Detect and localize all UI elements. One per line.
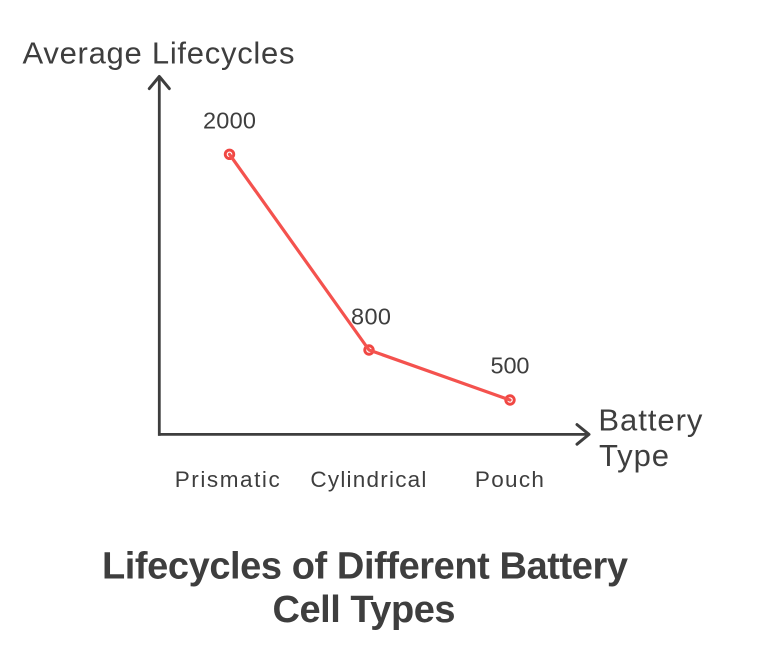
svg-text:Average Lifecycles: Average Lifecycles <box>23 36 295 71</box>
svg-text:Type: Type <box>599 438 669 473</box>
svg-text:Prismatic: Prismatic <box>175 467 280 492</box>
svg-text:Lifecycles of Different Batter: Lifecycles of Different Battery <box>102 546 628 588</box>
svg-text:Cell Types: Cell Types <box>273 589 456 631</box>
svg-text:500: 500 <box>491 353 530 379</box>
svg-text:Battery: Battery <box>598 402 703 437</box>
svg-text:800: 800 <box>351 304 391 330</box>
svg-text:2000: 2000 <box>203 108 256 134</box>
svg-text:Pouch: Pouch <box>475 467 544 492</box>
svg-text:Cylindrical: Cylindrical <box>310 467 426 492</box>
